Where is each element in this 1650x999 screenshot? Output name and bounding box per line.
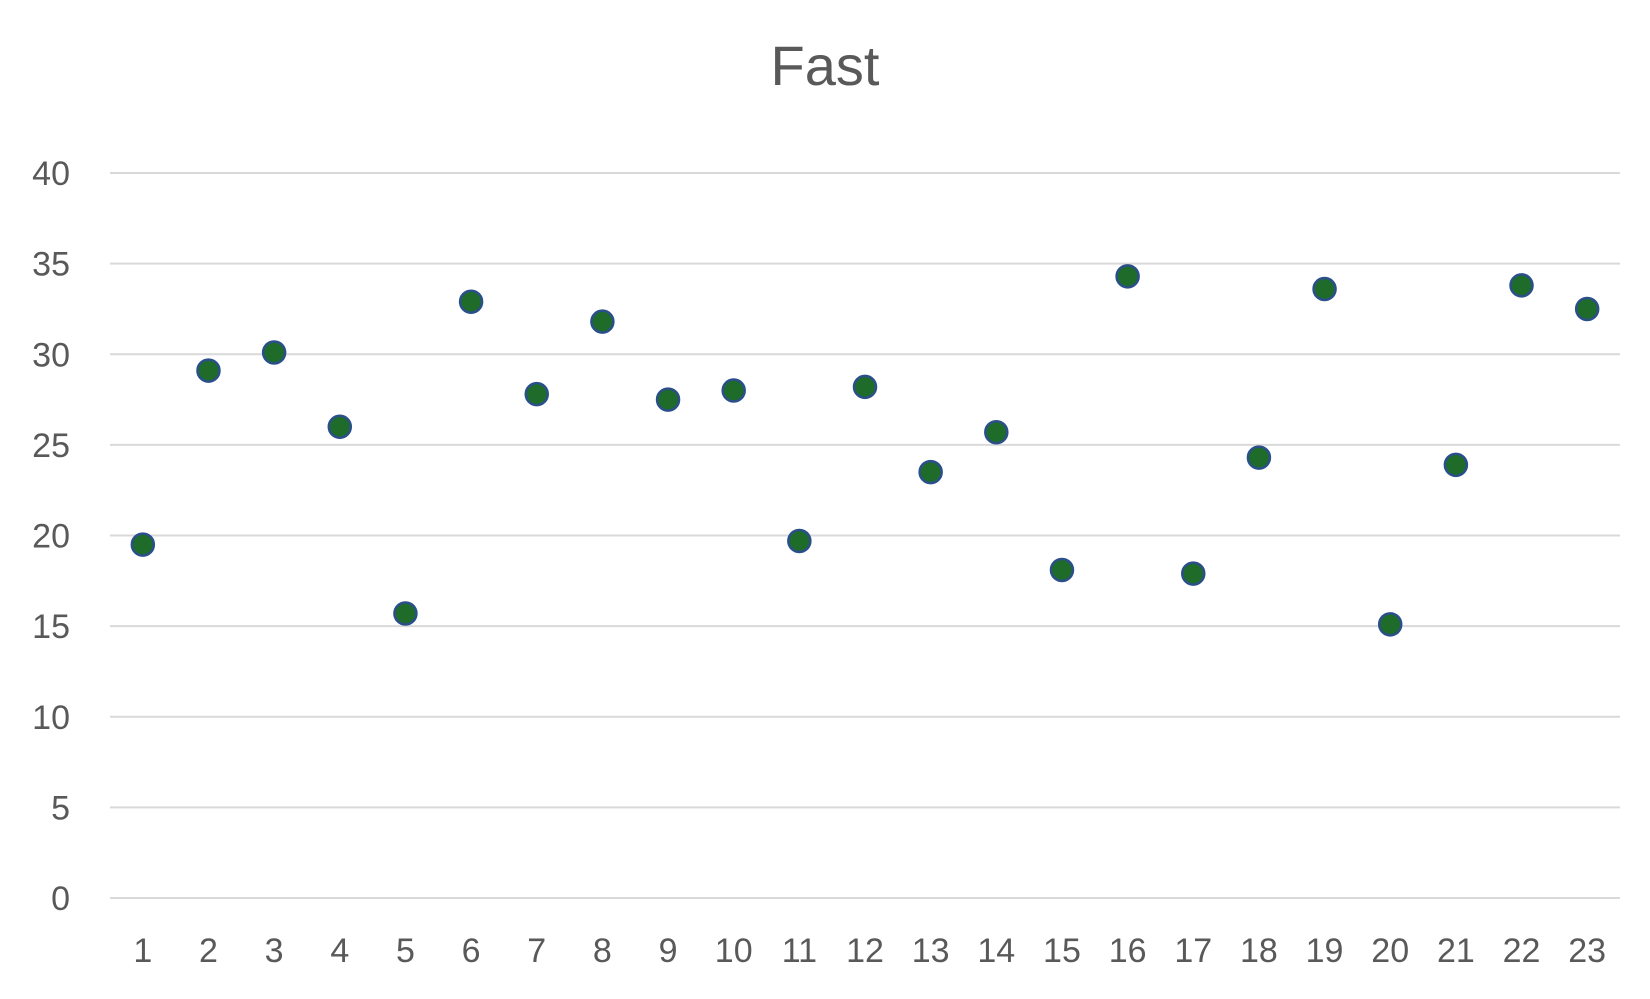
data-point: [1574, 296, 1600, 322]
x-tick-label: 15: [1043, 932, 1081, 970]
x-tick-label: 5: [396, 932, 415, 970]
x-tick-label: 6: [462, 932, 481, 970]
data-point: [327, 414, 353, 439]
chart-title: Fast: [770, 34, 880, 97]
data-point: [1312, 276, 1337, 302]
y-tick-label: 20: [32, 518, 70, 556]
y-tick-label: 10: [32, 699, 70, 737]
x-tick-label: 8: [593, 932, 612, 970]
y-tick-label: 40: [32, 155, 70, 193]
x-tick-label: 2: [199, 932, 218, 970]
x-tick-label: 13: [912, 932, 950, 970]
x-tick-label: 9: [659, 932, 678, 970]
x-tick-label: 10: [715, 932, 753, 970]
data-point: [1443, 452, 1469, 478]
x-tick-label: 21: [1437, 932, 1475, 970]
data-point: [1509, 273, 1534, 298]
x-tick-label: 3: [265, 932, 284, 970]
x-tick-label: 11: [782, 932, 817, 970]
x-tick-label: 23: [1568, 932, 1606, 970]
x-tick-label: 4: [330, 932, 349, 970]
data-point: [393, 601, 418, 626]
data-points: [130, 264, 1600, 637]
y-tick-label: 15: [32, 608, 70, 646]
x-tick-label: 22: [1503, 932, 1541, 970]
data-point: [655, 387, 681, 412]
data-point: [1049, 557, 1075, 583]
data-point: [524, 381, 549, 407]
x-tick-label: 19: [1306, 932, 1344, 970]
data-point: [852, 374, 878, 400]
x-tick-label: 7: [527, 932, 546, 970]
data-point: [721, 378, 746, 403]
data-point: [130, 532, 156, 557]
data-point: [918, 459, 943, 485]
data-point: [1377, 612, 1403, 637]
y-tick-label: 25: [32, 427, 70, 465]
data-point: [1246, 445, 1272, 470]
data-point: [261, 340, 287, 365]
data-point: [458, 289, 484, 314]
y-tick-label: 5: [51, 789, 70, 827]
data-point: [984, 419, 1009, 445]
x-tick-label: 1: [133, 932, 152, 970]
data-point: [1115, 264, 1140, 289]
gridlines: [110, 172, 1620, 899]
x-tick-label: 17: [1174, 932, 1212, 970]
data-point: [787, 528, 812, 554]
x-tick-label: 16: [1109, 932, 1147, 970]
y-tick-label: 0: [51, 880, 70, 918]
x-tick-label: 12: [846, 932, 884, 970]
y-tick-label: 35: [32, 246, 70, 284]
x-tick-label: 20: [1371, 932, 1409, 970]
x-tick-label: 18: [1240, 932, 1278, 970]
y-axis-tick-labels: 0 5 10 15 20 25 30 35 40: [32, 155, 70, 918]
data-point: [1181, 561, 1206, 586]
x-tick-label: 14: [977, 932, 1015, 970]
data-point: [196, 358, 221, 383]
data-point: [590, 309, 615, 334]
y-tick-label: 30: [32, 336, 70, 374]
x-axis-tick-labels: 1 2 3 4 5 6 7 8 9 10 11 12 13 14 15 16 17 18 19 20 21 22 23: [133, 932, 1606, 970]
